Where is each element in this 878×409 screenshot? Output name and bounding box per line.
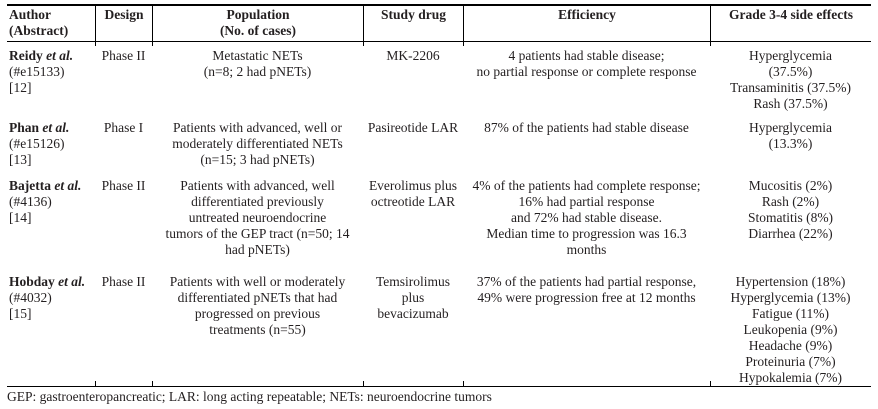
column-rule-tick bbox=[363, 42, 364, 46]
author-abstract-ref: (#4136) [14] bbox=[9, 194, 52, 225]
population-cell: Patients with advanced, well or moderate… bbox=[172, 120, 343, 167]
design-cell: Phase II bbox=[101, 48, 146, 63]
side-effects-cell: Hyperglycemia (13.3%) bbox=[749, 120, 832, 151]
author-abstract-ref: (#e15126) [13] bbox=[9, 136, 65, 167]
author-abstract-ref: (#e15133) [12] bbox=[9, 64, 65, 95]
column-rule-tick bbox=[95, 381, 96, 386]
column-rule-tick bbox=[710, 42, 711, 46]
column-rule-tick bbox=[95, 42, 96, 46]
table-row: Phan et al. (#e15126) [13] Phase I Patie… bbox=[7, 114, 871, 172]
author-etal: et al. bbox=[42, 120, 70, 135]
design-cell: Phase II bbox=[101, 274, 146, 289]
header-design: Design bbox=[95, 6, 152, 41]
column-rule-tick bbox=[463, 42, 464, 46]
table-header-row: Author (Abstract) Design Population (No.… bbox=[7, 4, 871, 42]
author-cell: Reidy et al. (#e15133) [12] bbox=[7, 42, 95, 114]
column-rule-tick bbox=[463, 381, 464, 386]
column-rule-tick bbox=[710, 381, 711, 386]
column-rule-tick bbox=[152, 381, 153, 386]
study-drug-cell: Temsirolimus plus bevacizumab bbox=[375, 274, 451, 321]
efficiency-cell: 37% of the patients had partial response… bbox=[476, 274, 697, 305]
table-bottom-rule bbox=[7, 386, 871, 387]
header-study-drug: Study drug bbox=[363, 6, 463, 41]
author-cell: Phan et al. (#e15126) [13] bbox=[7, 114, 95, 172]
header-author-abstract: Author (Abstract) bbox=[9, 7, 69, 38]
side-effects-cell: Hyperglycemia (37.5%) Transaminitis (37.… bbox=[730, 48, 851, 111]
author-etal: et al. bbox=[46, 48, 74, 63]
author-name: Hobday bbox=[9, 274, 55, 289]
table-footnote: GEP: gastroenteropancreatic; LAR: long a… bbox=[7, 389, 492, 404]
population-cell: Patients with well or moderately differe… bbox=[169, 274, 346, 337]
author-etal: et al. bbox=[58, 274, 86, 289]
author-name: Reidy bbox=[9, 48, 43, 63]
column-rule-tick bbox=[363, 381, 364, 386]
design-cell: Phase II bbox=[101, 178, 146, 193]
header-side-effects: Grade 3-4 side effects bbox=[710, 6, 871, 41]
author-cell: Hobday et al. (#4032) [15] bbox=[7, 268, 95, 386]
study-drug-cell: Pasireotide LAR bbox=[367, 120, 459, 135]
efficiency-cell: 4 patients had stable disease; no partia… bbox=[476, 48, 697, 79]
design-cell: Phase I bbox=[103, 120, 144, 135]
header-population: Population (No. of cases) bbox=[152, 6, 363, 41]
side-effects-cell: Mucositis (2%) Rash (2%) Stomatitis (8%)… bbox=[747, 178, 834, 241]
population-cell: Patients with advanced, well differentia… bbox=[165, 178, 350, 257]
efficiency-cell: 4% of the patients had complete response… bbox=[472, 178, 701, 257]
study-drug-cell: Everolimus plus octreotide LAR bbox=[368, 178, 458, 209]
author-cell: Bajetta et al. (#4136) [14] bbox=[7, 172, 95, 268]
author-name: Phan bbox=[9, 120, 40, 135]
efficiency-cell: 87% of the patients had stable disease bbox=[484, 120, 689, 135]
author-name: Bajetta bbox=[9, 178, 51, 193]
population-cell: Metastatic NETs (n=8; 2 had pNETs) bbox=[203, 48, 312, 79]
side-effects-cell: Hypertension (18%) Hyperglycemia (13%) F… bbox=[730, 274, 851, 385]
table-body: Reidy et al. (#e15133) [12] Phase II Met… bbox=[7, 42, 871, 386]
column-rule-tick bbox=[152, 42, 153, 46]
table-row: Hobday et al. (#4032) [15] Phase II Pati… bbox=[7, 268, 871, 386]
table-row: Reidy et al. (#e15133) [12] Phase II Met… bbox=[7, 42, 871, 114]
clinical-trials-table: Author (Abstract) Design Population (No.… bbox=[7, 4, 871, 387]
header-efficiency: Efficiency bbox=[463, 6, 710, 41]
study-drug-cell: MK-2206 bbox=[386, 48, 440, 63]
author-etal: et al. bbox=[54, 178, 82, 193]
author-abstract-ref: (#4032) [15] bbox=[9, 290, 52, 321]
table-row: Bajetta et al. (#4136) [14] Phase II Pat… bbox=[7, 172, 871, 268]
